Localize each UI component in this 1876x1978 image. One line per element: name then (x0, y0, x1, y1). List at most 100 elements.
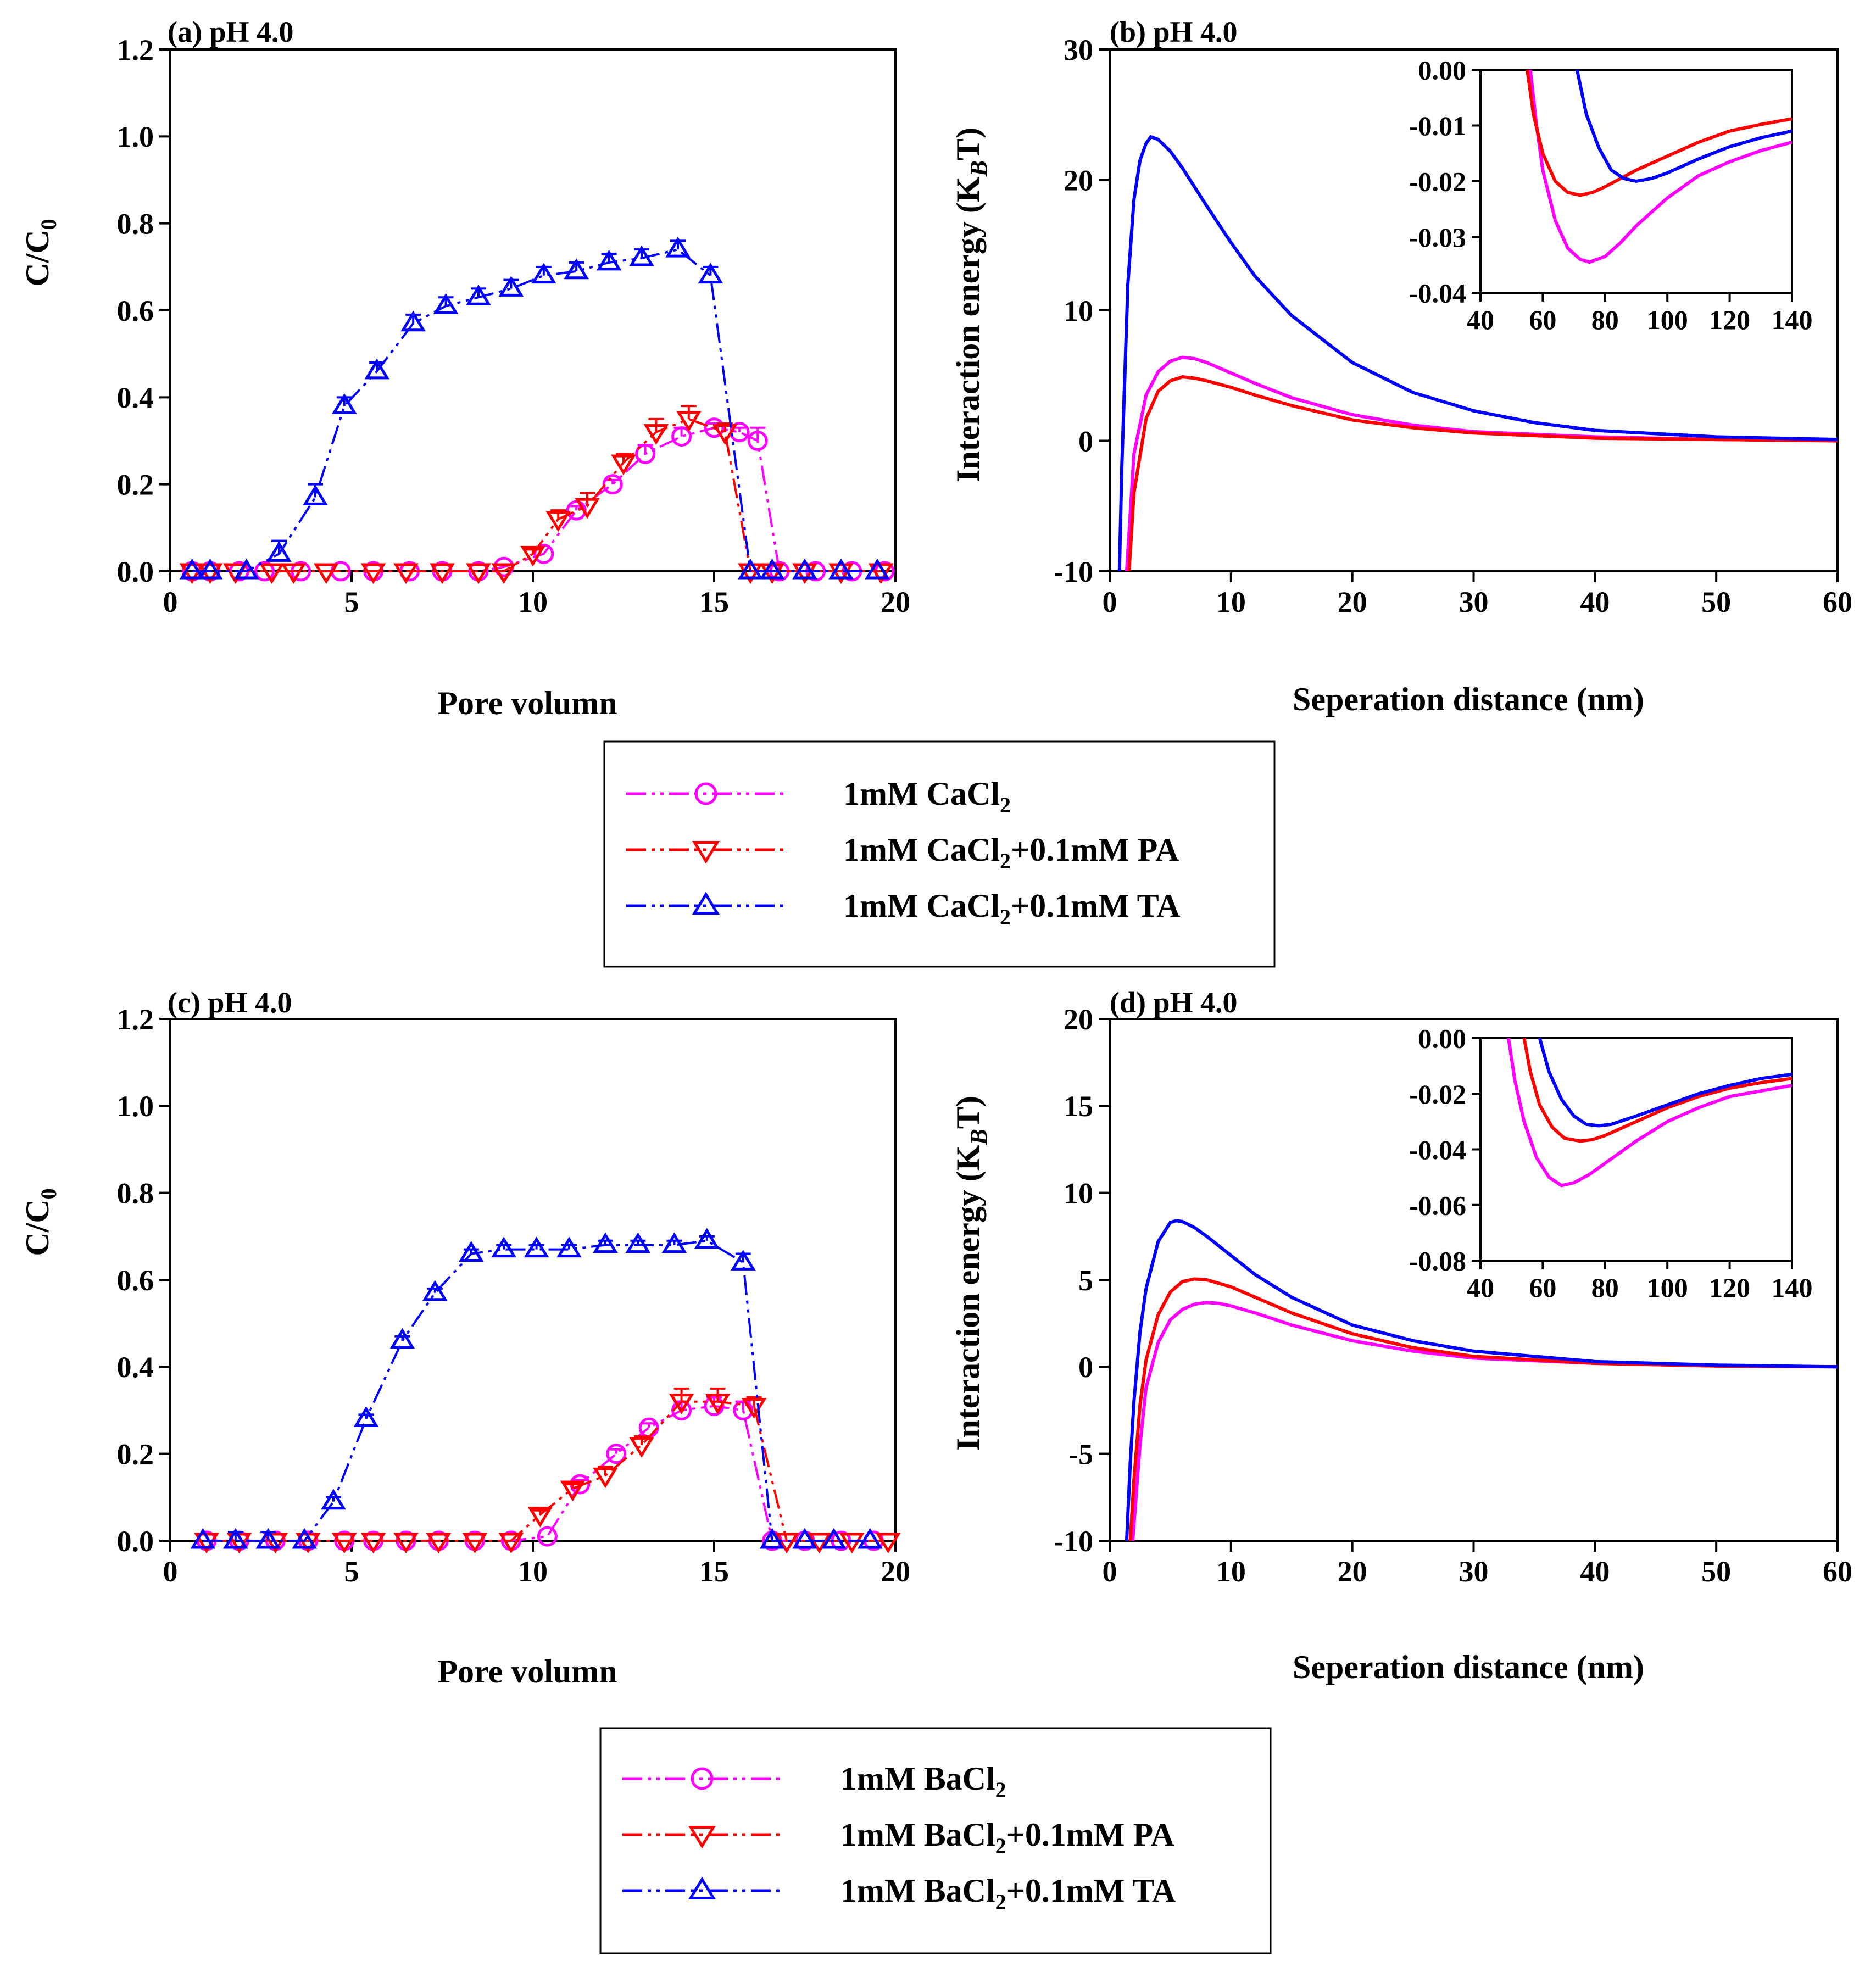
panel-a-series-1-point (635, 443, 656, 464)
panel-a-series-1-point (704, 417, 725, 438)
panel-d-ytick-label: 10 (1064, 1177, 1093, 1210)
panel-b-inset-xtick-label: 120 (1709, 304, 1750, 335)
panel-b-inset-ytick-label: -0.04 (1409, 278, 1466, 309)
panel-a-xlabel: Pore volumn (437, 685, 617, 721)
panel-c-xtick-label: 15 (699, 1555, 729, 1588)
panel-d-xtick-label: 60 (1823, 1555, 1852, 1588)
panel-d-inset-ytick-label: 0.00 (1418, 1023, 1467, 1054)
panel-b-inset-ytick-label: -0.01 (1409, 110, 1466, 141)
panel-d-inset-series-2-line (1522, 1038, 1792, 1143)
panel-c-xtick-label: 20 (881, 1555, 910, 1588)
panel-d-ylabel-main: Interaction energy (K (950, 1145, 986, 1451)
panel-b-ylabel: Interaction energy (KBT) (950, 127, 992, 482)
panel-a-ytick-label: 0.0 (117, 555, 154, 588)
panel-c-series-2-point (462, 1533, 488, 1554)
panel-c-series-3-point (821, 1528, 847, 1549)
panel-a-series-2-point (643, 424, 669, 445)
panel-c-series-2-point (331, 1533, 357, 1554)
panel-a-series-3-point (531, 263, 556, 284)
panel-c-series-3-point (255, 1528, 281, 1549)
panel-a-series-2-point (676, 411, 702, 432)
panel-a-xtick-label: 5 (344, 586, 359, 619)
panel-d-inset-series-3-line (1538, 1038, 1792, 1128)
panel-c-ylabel: C/C0 (19, 1188, 61, 1256)
panel-d-xtick-label: 40 (1580, 1555, 1610, 1588)
panel-a-series-2-point (259, 563, 285, 584)
panel-d-inset-xtick-label: 120 (1709, 1272, 1750, 1303)
panel-b-ytick-label: 30 (1064, 34, 1093, 66)
panel-a-series-2-point (466, 563, 491, 584)
panel-c-series-3-point (458, 1241, 484, 1262)
panel-b-xtick-label: 10 (1216, 586, 1246, 619)
panel-a-series-2-point (313, 563, 339, 584)
panel-a-series-2-point (828, 563, 854, 584)
panel-b-ytick-label: 0 (1078, 425, 1093, 458)
legend-1-item-1-marker (694, 782, 717, 805)
panel-c-series-2-point (774, 1533, 799, 1554)
panel-c-ytick-label: 0.2 (117, 1438, 154, 1471)
panel-d-ytick-label: 15 (1064, 1090, 1093, 1123)
panel-c-series-1-line (207, 1405, 874, 1542)
panel-d-ytick-label: 0 (1078, 1351, 1093, 1384)
panel-a-series-3-line (192, 248, 877, 572)
panel-c-series-3-point (190, 1528, 216, 1549)
panel-a-series-3-point (498, 276, 524, 297)
panel-a-ytick-label: 0.8 (117, 208, 154, 241)
panel-d-ylabel-end: T) (950, 1096, 986, 1129)
panel-b-inset-series (1526, 70, 1792, 264)
panel-c-series-2-point (669, 1394, 694, 1414)
panel-d-inset-axes-frame (1479, 1037, 1793, 1262)
panel-a-series-2-point (393, 563, 419, 584)
panel-c-series-3-line (203, 1239, 870, 1542)
panel-a-series-3-point (466, 285, 491, 305)
panel-b-inset-xtick-label: 100 (1647, 304, 1688, 335)
panel-a-ylabel-sub: 0 (36, 219, 61, 230)
panel-d-ytick-label: -5 (1068, 1438, 1093, 1471)
panel-c-series-2-point (560, 1480, 586, 1502)
panel-a-series-2-point (575, 498, 600, 519)
panel-b-ylabel-sub: B (965, 160, 992, 177)
panel-d-inset-ytick-label: -0.06 (1409, 1190, 1466, 1221)
panel-a-series-3-point (759, 558, 785, 580)
panel-c-series-2-point (839, 1533, 865, 1554)
panel-c-series-3-point (524, 1236, 549, 1258)
panel-a-series-2-point (792, 563, 817, 584)
panel-c-xtick-label: 0 (163, 1555, 178, 1588)
panel-b-inset-xtick-label: 60 (1529, 304, 1556, 335)
panel-d-xtick-label: 50 (1701, 1555, 1731, 1588)
panel-a-series-3-point (665, 236, 691, 258)
panel-b-title: (b) pH 4.0 (1110, 15, 1238, 48)
panel-c-xtick-label: 5 (344, 1555, 359, 1588)
panel-d-inset-xtick-label: 100 (1647, 1272, 1688, 1303)
panel-c-ytick-label: 0.8 (117, 1177, 154, 1210)
panel-a-xtick-label: 10 (518, 586, 548, 619)
legend-top-label-1: 1mM CaCl2 (843, 776, 1011, 817)
panel-d-title: (d) pH 4.0 (1110, 986, 1238, 1019)
panel-c-ytick-label: 0.0 (117, 1525, 154, 1558)
panel-a-series-1-point (747, 431, 768, 451)
panel-a-series-2-point (520, 545, 545, 567)
panel-a-series-3-point (698, 263, 723, 284)
panel-a-ylabel-main: C/C (19, 230, 55, 286)
panel-a-ylabel: C/C0 (19, 219, 61, 286)
panel-d-series-1-line (1131, 1301, 1838, 1541)
panel-c-series-3-point (491, 1236, 517, 1258)
panel-c-xtick-label: 10 (518, 1555, 548, 1588)
panel-c-series-2-point (629, 1437, 654, 1458)
panel-b-inset-ytick-label: -0.02 (1409, 166, 1466, 197)
legend-top: 1mM CaCl2 1mM CaCl2+0.1mM PA 1mM CaCl2+0… (603, 740, 1276, 968)
panel-c-series-3-point (321, 1489, 346, 1510)
panel-c-series-2-point (527, 1507, 553, 1528)
panel-a-series-3-point (865, 558, 890, 580)
panel-d-inset-xtick-label: 60 (1529, 1272, 1556, 1303)
panel-d-series-2-line (1128, 1277, 1838, 1541)
panel-d-inset: 40 60 80 100 120 140 -0.08 -0.06 -0.04 -0.02 0.00 (1409, 1023, 1813, 1303)
panel-c-series-3-point (556, 1236, 582, 1258)
panel-a-series-3-point (233, 558, 259, 580)
panel-a-ytick-label: 0.2 (117, 469, 154, 502)
panel-c-series-3-point (661, 1232, 687, 1253)
panel-b-inset: 40 60 80 100 120 140 -0.04 -0.03 -0.02 -0.01 0.00 (1409, 55, 1813, 336)
panel-b-xtick-label: 20 (1338, 586, 1367, 619)
panel-a-series-3-point (266, 541, 292, 562)
